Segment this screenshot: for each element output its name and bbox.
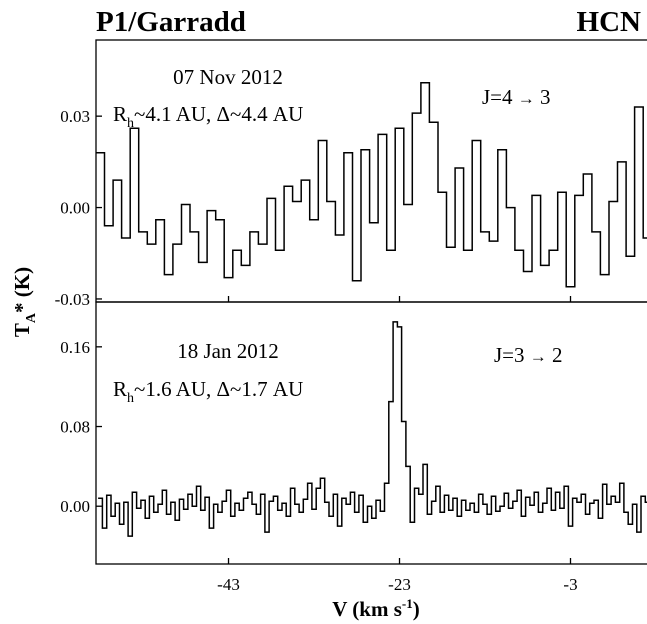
xtick-label: -3 (563, 575, 577, 594)
top-transition-label: J=4 → 3 (482, 85, 551, 109)
xtick-label: -23 (388, 575, 411, 594)
bottom-y-axis: 0.16 0.08 0.00 (60, 338, 102, 516)
x-axis-label: V (km s-1) (332, 596, 419, 621)
top-ytick-label: -0.03 (55, 290, 90, 309)
top-y-axis: 0.03 0.00 -0.03 (55, 107, 102, 309)
top-distance-label: Rh~4.1 AU, Δ~4.4 AU (113, 102, 303, 131)
bottom-transition-label: J=3 → 2 (494, 343, 563, 367)
xtick-label: -43 (217, 575, 240, 594)
bottom-ytick-label: 0.00 (60, 497, 90, 516)
top-ytick-label: 0.03 (60, 107, 90, 126)
bottom-ytick-label: 0.08 (60, 418, 90, 437)
bottom-date-label: 18 Jan 2012 (177, 339, 279, 363)
top-spectrum-line (96, 81, 647, 288)
bottom-ytick-label: 0.16 (60, 338, 90, 357)
x-axis: -43 -23 -3 (217, 296, 578, 594)
bottom-panel-frame (95, 301, 647, 565)
top-ytick-label: 0.00 (60, 199, 90, 218)
bottom-spectrum-line (98, 321, 647, 537)
chart-title-object: P1/Garradd (96, 6, 246, 38)
top-date-label: 07 Nov 2012 (173, 65, 283, 89)
y-axis-label: TA* (K) (10, 267, 39, 337)
chart-title-molecule: HCN (576, 6, 641, 38)
bottom-distance-label: Rh~1.6 AU, Δ~1.7 AU (113, 377, 303, 406)
